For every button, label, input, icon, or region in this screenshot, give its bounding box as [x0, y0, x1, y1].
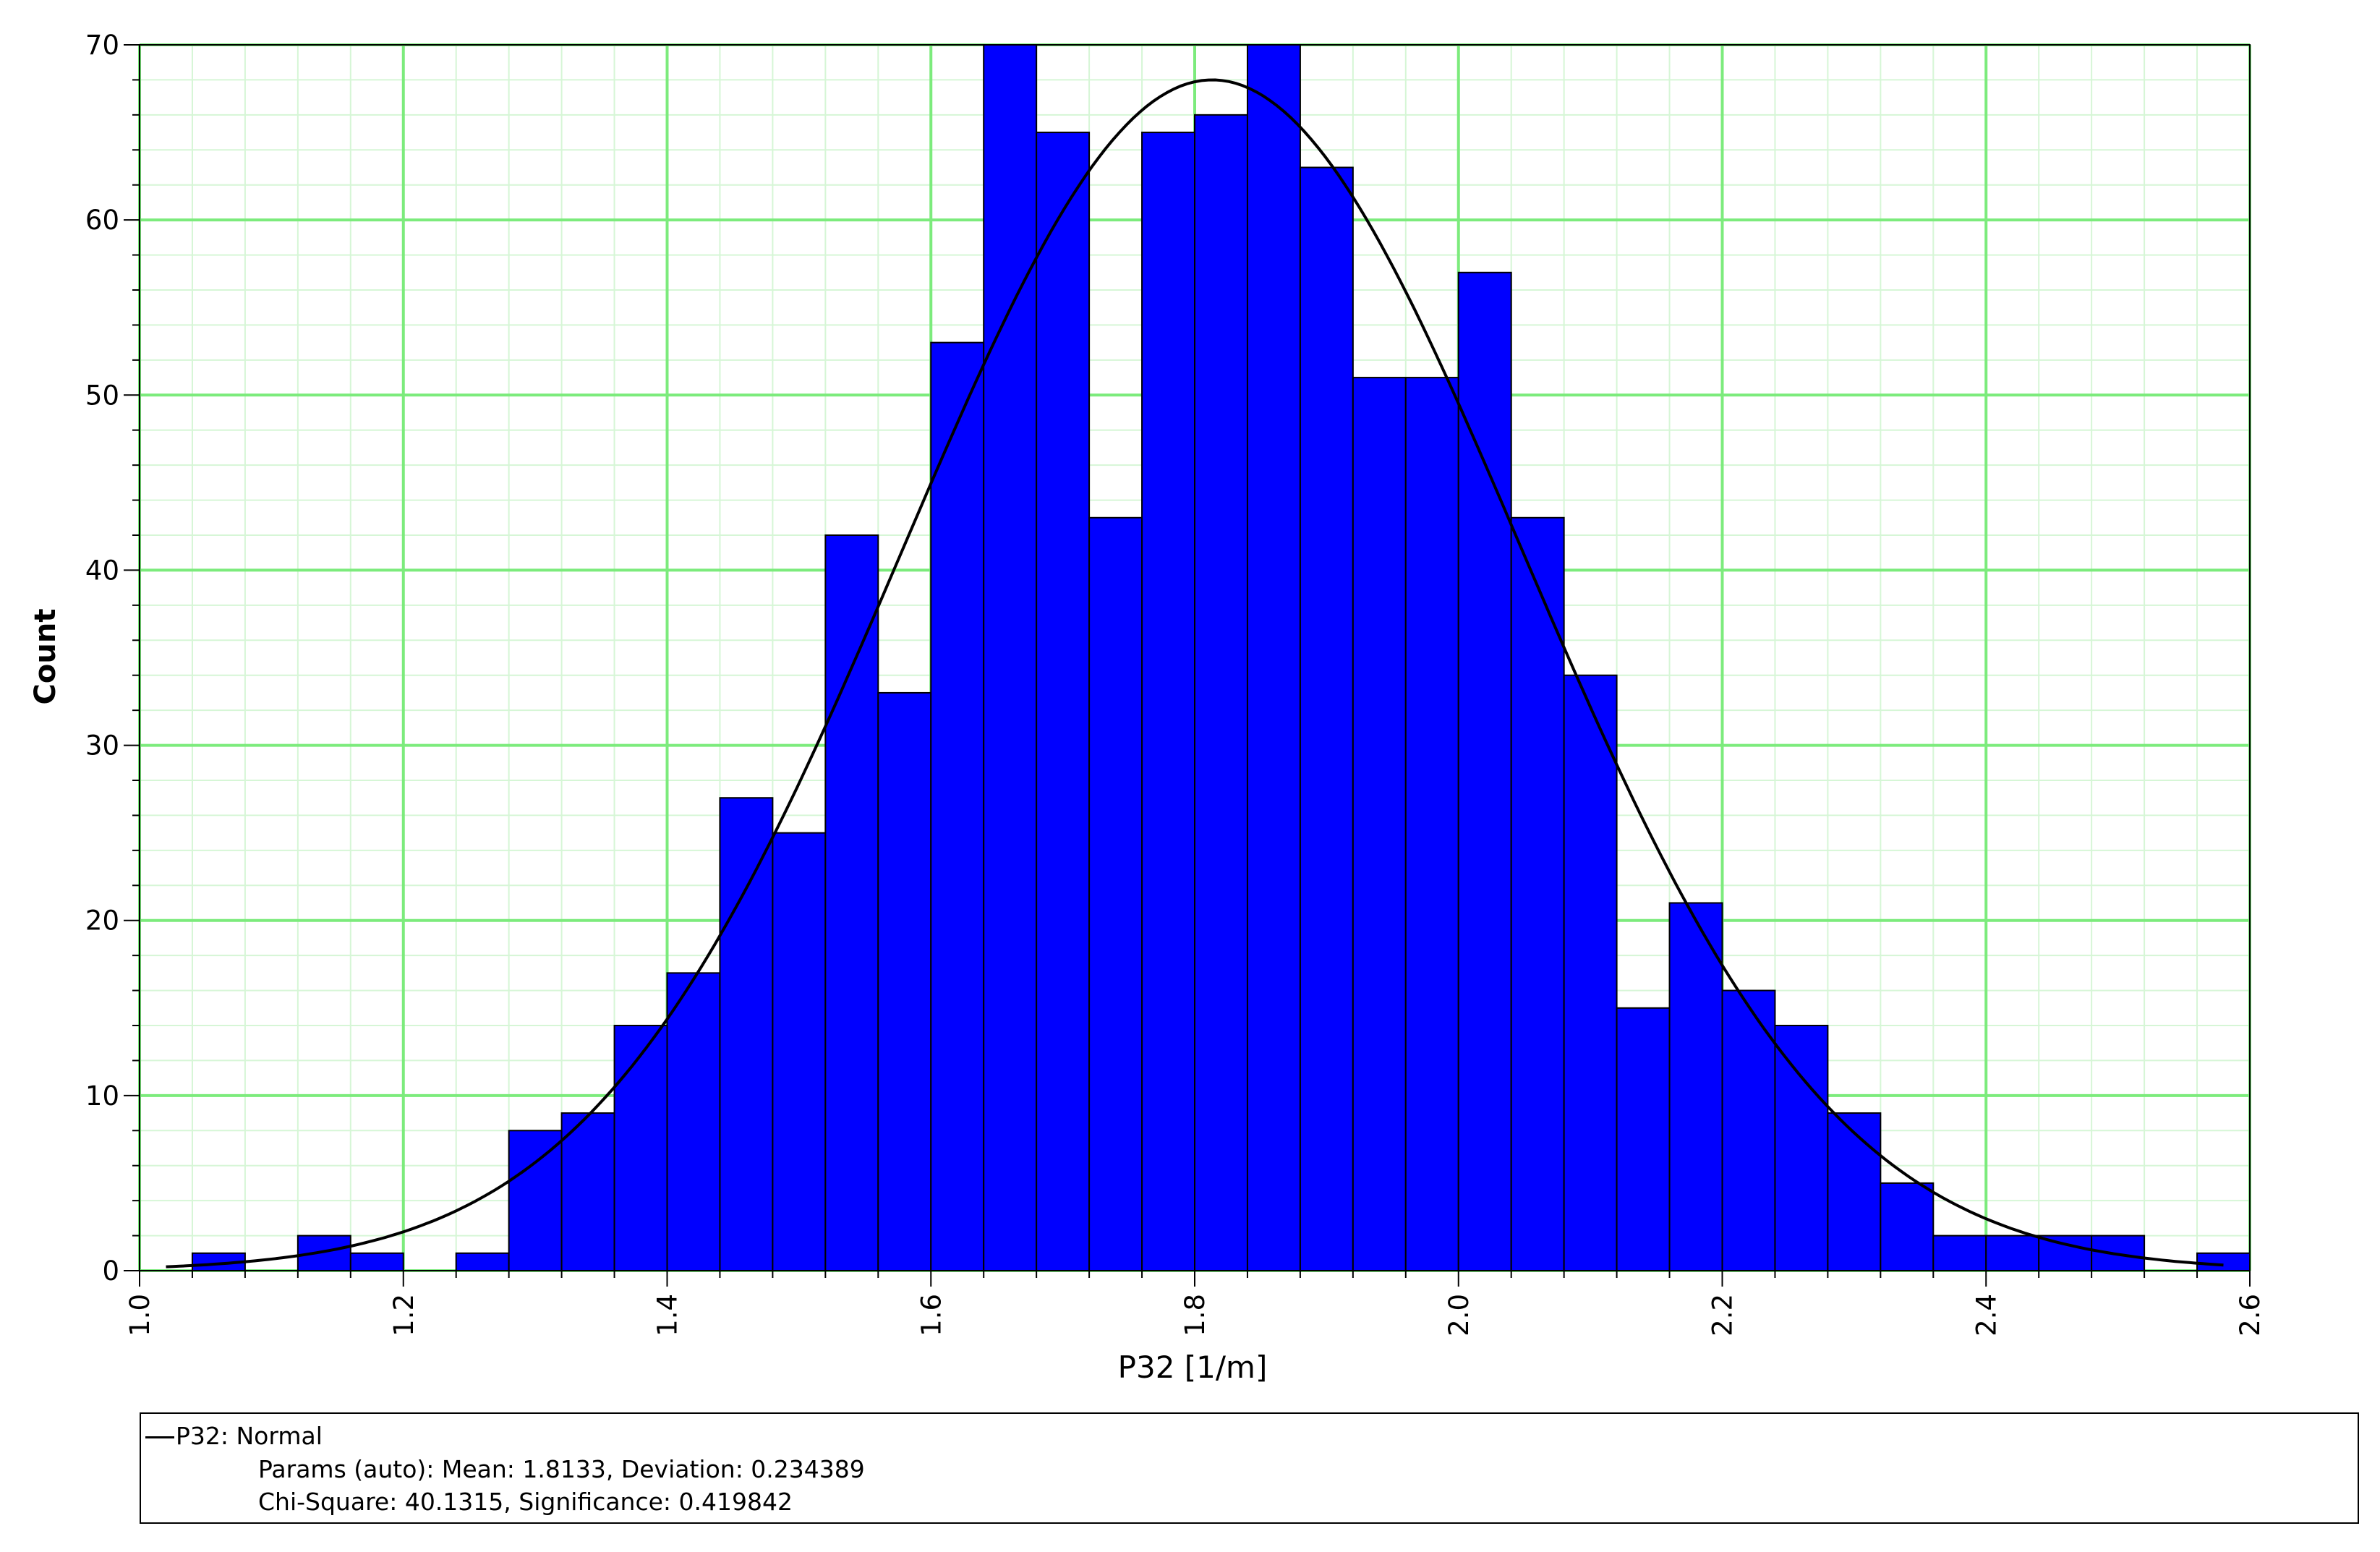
histogram-bar: [1404, 377, 1459, 1271]
histogram-bar: [1827, 1112, 1882, 1271]
histogram-bar: [772, 832, 827, 1271]
y-tick-label: 50: [85, 380, 119, 411]
histogram-bar: [1510, 516, 1565, 1271]
histogram-bar: [1299, 166, 1354, 1271]
histogram-bar: [1036, 132, 1091, 1272]
y-axis-label: Count: [29, 609, 62, 705]
histogram-bar: [1932, 1235, 1987, 1271]
histogram-bar: [1088, 516, 1143, 1271]
legend: P32: Normal Params (auto): Mean: 1.8133,…: [140, 1412, 2359, 1524]
legend-line-swatch: [145, 1436, 174, 1438]
histogram-bar: [1616, 1007, 1671, 1272]
y-tick-label: 0: [102, 1255, 119, 1287]
histogram-bar: [1774, 1025, 1829, 1271]
histogram-bar: [1985, 1235, 2040, 1271]
histogram-bar: [666, 972, 721, 1272]
histogram-bar: [930, 341, 985, 1272]
y-tick-label: 10: [85, 1080, 119, 1112]
histogram-bar: [1457, 271, 1512, 1271]
x-tick-label: 1.0: [124, 1294, 155, 1336]
histogram-bar: [1141, 132, 1196, 1272]
histogram-bar: [613, 1025, 668, 1271]
histogram-bar: [349, 1252, 404, 1272]
histogram-bars: [191, 44, 2251, 1272]
histogram-bar: [455, 1252, 510, 1272]
y-tick-label: 30: [85, 730, 119, 762]
histogram-bar: [824, 534, 879, 1271]
x-tick-label: 2.0: [1443, 1294, 1475, 1336]
histogram-bar: [1246, 44, 1301, 1271]
x-tick-label: 1.2: [388, 1294, 419, 1336]
x-tick-label: 2.6: [2235, 1294, 2266, 1336]
x-tick-label: 2.4: [1971, 1294, 2002, 1336]
y-tick-label: 60: [85, 205, 119, 236]
histogram-bar: [1721, 989, 1776, 1271]
y-tick-label: 20: [85, 905, 119, 937]
histogram-bar: [983, 44, 1038, 1271]
legend-chi-square: Chi-Square: 40.1315, Significance: 0.419…: [258, 1488, 793, 1516]
histogram-chart: 0 10 20 30 40 50 60 70 1.0 1.2 1.4 1.6 1.8 2.0 2.2 2.4…: [29, 30, 2266, 1385]
x-axis-label: P32 [1/m]: [1118, 1350, 1268, 1385]
y-tick-label: 70: [85, 30, 119, 61]
histogram-bar: [719, 797, 774, 1271]
histogram-bar: [2196, 1252, 2251, 1272]
histogram-bar: [1563, 674, 1618, 1271]
x-axis-ticks: 1.0 1.2 1.4 1.6 1.8 2.0 2.2 2.4 2.6: [124, 1271, 2266, 1336]
y-axis-ticks: 0 10 20 30 40 50 60 70: [85, 30, 140, 1287]
histogram-bar: [877, 691, 932, 1271]
histogram-bar: [560, 1112, 615, 1271]
x-tick-label: 1.8: [1180, 1294, 1211, 1336]
y-tick-label: 40: [85, 555, 119, 586]
legend-params: Params (auto): Mean: 1.8133, Deviation: …: [258, 1455, 865, 1483]
legend-series-label: P32: Normal: [176, 1422, 323, 1450]
x-tick-label: 1.4: [652, 1294, 683, 1336]
normal-fit-curve: [166, 78, 2224, 1269]
histogram-bar: [1352, 377, 1407, 1271]
legend-entry: P32: Normal: [145, 1424, 323, 1448]
histogram-bar: [1880, 1182, 1935, 1272]
histogram-bar: [1194, 114, 1248, 1271]
histogram-bar: [1668, 902, 1723, 1271]
x-tick-label: 2.2: [1707, 1294, 1739, 1336]
histogram-bar: [508, 1130, 563, 1272]
x-tick-label: 1.6: [916, 1294, 947, 1336]
